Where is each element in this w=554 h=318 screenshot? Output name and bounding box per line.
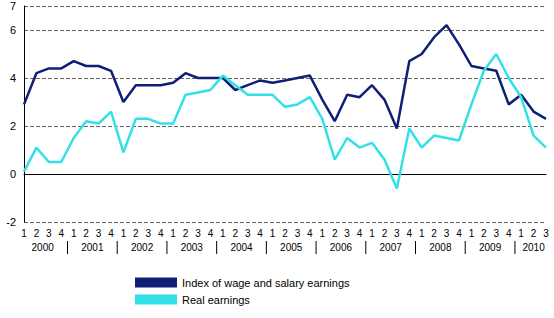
svg-text:2: 2 — [133, 228, 139, 239]
svg-text:3: 3 — [245, 228, 251, 239]
svg-text:1: 1 — [320, 228, 326, 239]
svg-text:-2: -2 — [6, 216, 16, 228]
svg-text:2001: 2001 — [81, 242, 104, 253]
svg-text:2009: 2009 — [479, 242, 502, 253]
svg-text:2002: 2002 — [131, 242, 154, 253]
svg-text:2: 2 — [282, 228, 288, 239]
svg-text:1: 1 — [121, 228, 127, 239]
svg-text:1: 1 — [71, 228, 77, 239]
svg-text:3: 3 — [195, 228, 201, 239]
svg-text:2: 2 — [481, 228, 487, 239]
svg-text:4: 4 — [257, 228, 263, 239]
svg-text:2: 2 — [83, 228, 89, 239]
svg-text:0: 0 — [10, 168, 16, 180]
svg-text:Real earnings: Real earnings — [182, 294, 250, 306]
svg-text:4: 4 — [407, 228, 413, 239]
svg-text:3: 3 — [444, 228, 450, 239]
svg-text:2003: 2003 — [181, 242, 204, 253]
svg-text:4: 4 — [108, 228, 114, 239]
svg-text:1: 1 — [170, 228, 176, 239]
svg-text:Index of wage and salary earni: Index of wage and salary earnings — [182, 277, 350, 289]
svg-text:3: 3 — [543, 228, 549, 239]
svg-text:3: 3 — [146, 228, 152, 239]
svg-text:2: 2 — [34, 228, 40, 239]
svg-text:1: 1 — [220, 228, 226, 239]
svg-text:2008: 2008 — [429, 242, 452, 253]
svg-text:1: 1 — [518, 228, 524, 239]
svg-text:3: 3 — [295, 228, 301, 239]
svg-text:2: 2 — [431, 228, 437, 239]
svg-text:3: 3 — [494, 228, 500, 239]
svg-text:2010: 2010 — [522, 242, 545, 253]
svg-text:3: 3 — [394, 228, 400, 239]
svg-text:2: 2 — [382, 228, 388, 239]
svg-text:2005: 2005 — [280, 242, 303, 253]
svg-text:2: 2 — [183, 228, 189, 239]
svg-text:3: 3 — [96, 228, 102, 239]
svg-text:2: 2 — [332, 228, 338, 239]
svg-text:4: 4 — [456, 228, 462, 239]
svg-text:2: 2 — [233, 228, 239, 239]
svg-text:1: 1 — [21, 228, 27, 239]
svg-text:2006: 2006 — [330, 242, 353, 253]
svg-text:1: 1 — [419, 228, 425, 239]
svg-text:3: 3 — [344, 228, 350, 239]
svg-text:4: 4 — [307, 228, 313, 239]
svg-text:2007: 2007 — [380, 242, 403, 253]
svg-text:4: 4 — [59, 228, 65, 239]
svg-text:7: 7 — [10, 0, 16, 12]
svg-text:1: 1 — [469, 228, 475, 239]
svg-text:4: 4 — [506, 228, 512, 239]
svg-text:1: 1 — [270, 228, 276, 239]
svg-text:4: 4 — [10, 72, 16, 84]
svg-text:1: 1 — [369, 228, 375, 239]
svg-text:6: 6 — [10, 24, 16, 36]
svg-text:4: 4 — [158, 228, 164, 239]
svg-text:2: 2 — [10, 120, 16, 132]
svg-text:2004: 2004 — [230, 242, 253, 253]
svg-text:2: 2 — [531, 228, 537, 239]
svg-text:3: 3 — [46, 228, 52, 239]
svg-text:4: 4 — [357, 228, 363, 239]
svg-text:2000: 2000 — [32, 242, 55, 253]
svg-text:4: 4 — [208, 228, 214, 239]
